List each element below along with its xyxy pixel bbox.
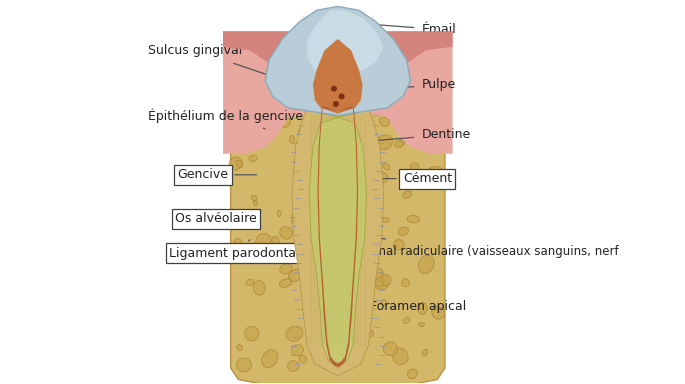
Ellipse shape bbox=[251, 243, 258, 253]
Polygon shape bbox=[307, 10, 384, 77]
Ellipse shape bbox=[384, 342, 397, 356]
Ellipse shape bbox=[277, 210, 281, 217]
Ellipse shape bbox=[398, 227, 408, 235]
Ellipse shape bbox=[279, 264, 292, 274]
Text: Cément: Cément bbox=[360, 172, 452, 185]
Polygon shape bbox=[265, 7, 410, 116]
Ellipse shape bbox=[371, 268, 383, 282]
Ellipse shape bbox=[236, 160, 242, 167]
Text: Sulcus gingival: Sulcus gingival bbox=[149, 44, 272, 76]
Ellipse shape bbox=[426, 178, 437, 189]
Text: Dentine: Dentine bbox=[358, 128, 471, 142]
Ellipse shape bbox=[371, 273, 388, 290]
Polygon shape bbox=[313, 39, 362, 114]
Ellipse shape bbox=[375, 172, 388, 183]
Text: Émail: Émail bbox=[338, 22, 457, 36]
Ellipse shape bbox=[253, 280, 265, 295]
Ellipse shape bbox=[419, 323, 425, 327]
Ellipse shape bbox=[375, 278, 384, 287]
Text: Gencive: Gencive bbox=[177, 168, 257, 181]
Ellipse shape bbox=[286, 326, 303, 341]
Ellipse shape bbox=[236, 358, 251, 372]
Ellipse shape bbox=[395, 140, 403, 148]
Circle shape bbox=[339, 94, 344, 99]
Ellipse shape bbox=[262, 350, 278, 367]
Ellipse shape bbox=[379, 117, 390, 126]
Ellipse shape bbox=[422, 349, 427, 356]
Ellipse shape bbox=[403, 317, 410, 324]
Ellipse shape bbox=[375, 224, 382, 231]
Ellipse shape bbox=[234, 238, 242, 247]
Ellipse shape bbox=[272, 237, 279, 247]
Text: Canal radiculaire (vaisseaux sanguins, nerf: Canal radiculaire (vaisseaux sanguins, n… bbox=[331, 232, 619, 258]
Ellipse shape bbox=[381, 300, 386, 306]
Ellipse shape bbox=[379, 274, 391, 286]
Polygon shape bbox=[292, 108, 384, 376]
Ellipse shape bbox=[288, 270, 302, 281]
Ellipse shape bbox=[246, 279, 253, 286]
Ellipse shape bbox=[393, 348, 408, 364]
Ellipse shape bbox=[368, 330, 373, 336]
Ellipse shape bbox=[397, 139, 405, 146]
Polygon shape bbox=[282, 14, 393, 368]
Ellipse shape bbox=[256, 233, 271, 248]
Ellipse shape bbox=[289, 136, 295, 143]
Ellipse shape bbox=[279, 279, 292, 287]
Ellipse shape bbox=[408, 369, 417, 379]
Text: Pulpe: Pulpe bbox=[335, 78, 456, 92]
Ellipse shape bbox=[397, 114, 406, 122]
Ellipse shape bbox=[237, 345, 242, 351]
Circle shape bbox=[334, 102, 338, 106]
Ellipse shape bbox=[373, 202, 382, 210]
Polygon shape bbox=[223, 31, 453, 81]
Text: Ligament parodontal: Ligament parodontal bbox=[169, 240, 300, 260]
Ellipse shape bbox=[292, 213, 297, 220]
Ellipse shape bbox=[417, 302, 427, 314]
Ellipse shape bbox=[383, 163, 390, 170]
Ellipse shape bbox=[410, 163, 419, 170]
Ellipse shape bbox=[245, 326, 259, 341]
Ellipse shape bbox=[291, 344, 303, 356]
Circle shape bbox=[332, 86, 336, 91]
Ellipse shape bbox=[298, 127, 312, 140]
Ellipse shape bbox=[415, 136, 425, 147]
Ellipse shape bbox=[432, 306, 445, 319]
Polygon shape bbox=[223, 31, 453, 154]
Ellipse shape bbox=[253, 200, 258, 206]
Ellipse shape bbox=[229, 157, 242, 170]
Ellipse shape bbox=[249, 155, 258, 162]
Ellipse shape bbox=[426, 166, 444, 182]
Ellipse shape bbox=[403, 191, 412, 198]
Ellipse shape bbox=[408, 133, 419, 143]
Text: Os alvéolaire: Os alvéolaire bbox=[175, 212, 257, 225]
Polygon shape bbox=[231, 108, 445, 384]
Ellipse shape bbox=[421, 121, 436, 134]
Ellipse shape bbox=[252, 128, 264, 142]
Polygon shape bbox=[338, 106, 358, 367]
Ellipse shape bbox=[393, 240, 404, 250]
Ellipse shape bbox=[295, 175, 308, 188]
Text: Foramen apical: Foramen apical bbox=[323, 300, 466, 323]
Ellipse shape bbox=[288, 260, 293, 263]
Ellipse shape bbox=[377, 135, 393, 149]
Ellipse shape bbox=[279, 226, 292, 239]
Ellipse shape bbox=[291, 220, 297, 224]
Ellipse shape bbox=[401, 279, 410, 287]
Text: Épithélium de la gencive: Épithélium de la gencive bbox=[149, 108, 303, 129]
Ellipse shape bbox=[251, 195, 257, 200]
Ellipse shape bbox=[419, 255, 434, 273]
Ellipse shape bbox=[382, 217, 389, 222]
Ellipse shape bbox=[299, 355, 307, 363]
Polygon shape bbox=[318, 106, 338, 367]
Ellipse shape bbox=[279, 118, 290, 127]
Ellipse shape bbox=[288, 361, 299, 371]
Ellipse shape bbox=[408, 215, 420, 223]
